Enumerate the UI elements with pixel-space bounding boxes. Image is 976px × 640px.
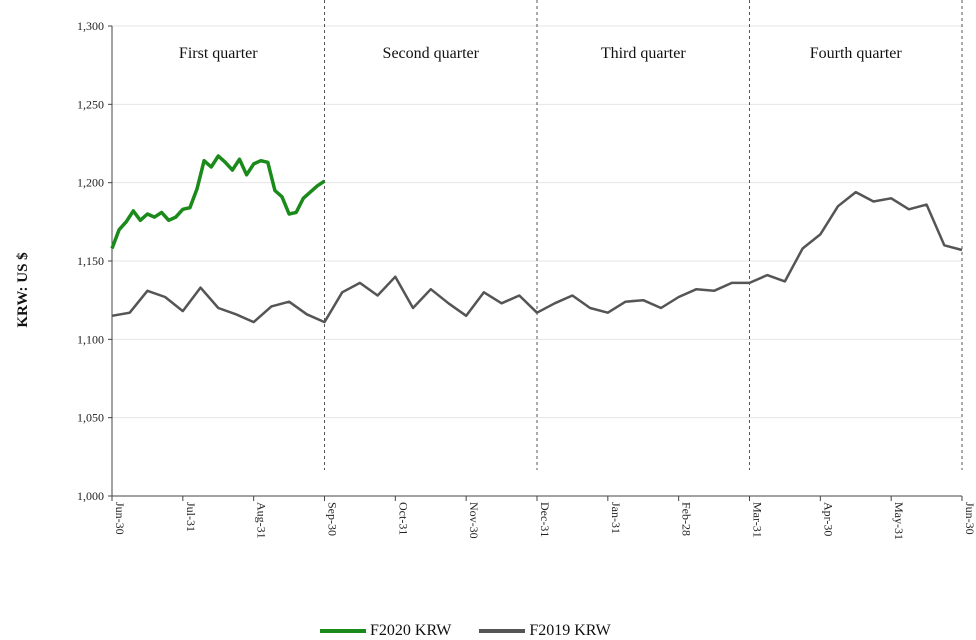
legend: F2020 KRW F2019 KRW — [320, 622, 611, 640]
quarter-label: Second quarter — [383, 45, 480, 62]
y-axis-label: KRW: US $ — [15, 252, 31, 328]
legend-swatch-f2019 — [479, 629, 526, 633]
x-tick-label: Sep-30 — [326, 502, 340, 536]
legend-label-f2019: F2019 KRW — [529, 622, 611, 639]
x-tick-label: Oct-31 — [396, 502, 410, 535]
quarter-labels: First quarter Second quarter Third quarter… — [179, 45, 902, 62]
legend-swatch-f2020 — [320, 629, 366, 633]
x-tick-label: Apr-30 — [821, 502, 835, 536]
series-lines — [110, 154, 963, 324]
series-line-f2020 — [110, 154, 326, 250]
x-tick-label: Nov-30 — [467, 502, 481, 539]
series-line-f2019 — [111, 190, 963, 324]
x-tick-label: May-31 — [892, 502, 906, 540]
y-tick-label: 1,150 — [77, 254, 104, 268]
x-tick-label: Jul-31 — [184, 502, 198, 532]
x-tick-label: Dec-31 — [538, 502, 552, 537]
quarter-dividers — [324, 0, 963, 470]
quarter-label: Fourth quarter — [810, 45, 903, 62]
x-tick-label: Feb-28 — [680, 502, 694, 536]
x-tick-label: Jun-30 — [113, 502, 127, 535]
x-tick-label: Jan-31 — [609, 502, 623, 534]
legend-item-f2019: F2019 KRW — [479, 622, 611, 640]
x-tick-label: Aug-31 — [255, 502, 269, 539]
y-tick-label: 1,100 — [77, 332, 104, 346]
x-tick-label: Mar-31 — [751, 502, 765, 538]
exchange-rate-chart: 1,000 1,050 1,100 1,150 1,200 1,250 1,300 Jun-… — [15, 0, 976, 540]
y-tick-label: 1,200 — [77, 176, 104, 190]
y-tick-label: 1,000 — [77, 489, 104, 503]
y-tick-label: 1,300 — [77, 19, 104, 33]
quarter-label: First quarter — [179, 45, 258, 62]
x-axis-ticks: Jun-30 Jul-31 Aug-31 Sep-30 Oct-31 Nov-30 Dec-… — [111, 496, 976, 540]
y-tick-label: 1,250 — [77, 97, 104, 111]
legend-item-f2020: F2020 KRW — [320, 622, 451, 640]
quarter-label: Third quarter — [601, 45, 687, 62]
legend-label-f2020: F2020 KRW — [370, 622, 452, 639]
x-tick-label: Jun-30 — [963, 502, 976, 535]
y-tick-label: 1,050 — [77, 411, 104, 425]
y-axis-ticks: 1,000 1,050 1,100 1,150 1,200 1,250 1,300 — [77, 19, 112, 503]
